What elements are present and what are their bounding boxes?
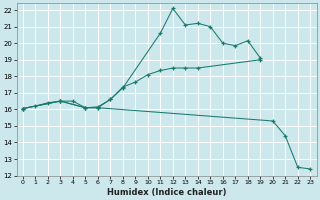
X-axis label: Humidex (Indice chaleur): Humidex (Indice chaleur) [107,188,226,197]
